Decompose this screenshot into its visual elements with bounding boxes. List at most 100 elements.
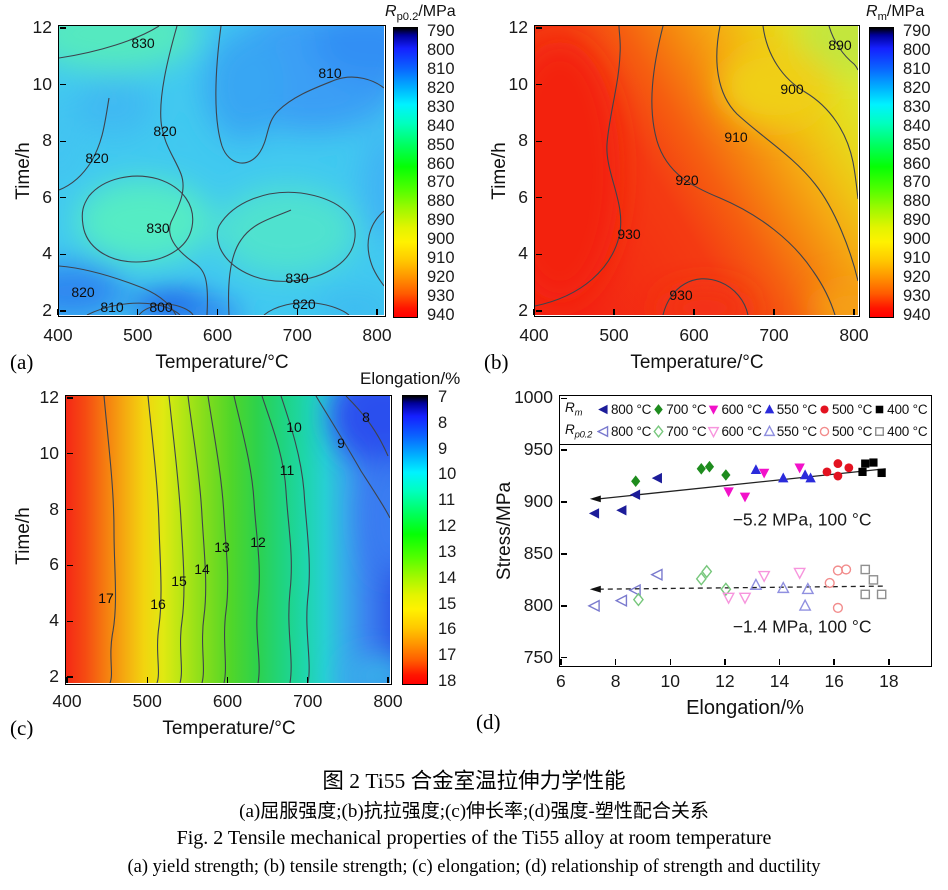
contour-label: 930 xyxy=(617,226,641,242)
contour-label: 16 xyxy=(150,596,166,612)
data-point-marker xyxy=(798,598,812,611)
y-tick-mark xyxy=(66,564,73,567)
y-tick-mark xyxy=(535,27,542,29)
colorbar-tick-label: 940 xyxy=(903,305,931,324)
data-point-marker xyxy=(739,492,751,503)
data-point-marker xyxy=(588,508,600,519)
legend-item: 800 °C xyxy=(597,402,651,417)
x-tick-label: 800 xyxy=(373,691,403,711)
colorbar-c xyxy=(402,395,428,685)
data-point-marker xyxy=(858,467,867,476)
colorbar-tick-label: 12 xyxy=(438,517,457,536)
legend-item-label: 800 °C xyxy=(611,402,652,417)
data-point-marker xyxy=(801,582,815,595)
contour-label: 810 xyxy=(318,65,342,81)
x-tick-mark xyxy=(307,677,309,683)
tri-down-marker-icon xyxy=(709,405,719,415)
legend-item: 600 °C xyxy=(707,402,762,417)
y-tick-label: 850 xyxy=(523,542,553,563)
contour-label: 14 xyxy=(194,561,210,577)
panel-label-a: (a) xyxy=(10,350,34,374)
data-point-marker xyxy=(721,469,731,481)
data-point-marker xyxy=(614,594,628,607)
data-point-marker xyxy=(841,564,852,575)
contour-label: 17 xyxy=(98,590,114,606)
colorbar-tick-label: 810 xyxy=(903,59,931,78)
colorbar-tick-label: 13 xyxy=(438,542,457,561)
y-tick-mark xyxy=(66,453,73,455)
y-tick-mark xyxy=(560,397,567,399)
y-tick-label: 4 xyxy=(42,243,52,264)
colorbar-tick-label: 18 xyxy=(438,672,457,691)
trend-line-rp02 xyxy=(598,585,886,590)
data-point-marker xyxy=(598,404,608,415)
contour-label: 820 xyxy=(153,123,177,139)
colorbar-tick-label: 790 xyxy=(903,22,931,40)
y-tick-label: 10 xyxy=(39,442,59,463)
data-point-marker xyxy=(832,565,844,576)
data-point-marker xyxy=(758,468,770,479)
colorbar-tick-label: 9 xyxy=(438,439,448,458)
x-axis-label-c: Temperature/°C xyxy=(162,718,296,739)
x-tick-mark xyxy=(560,659,562,665)
colorbar-tick-label: 850 xyxy=(427,135,455,154)
x-tick-label: 700 xyxy=(293,691,323,711)
x-tick-mark xyxy=(778,659,781,665)
x-tick-label: 600 xyxy=(202,325,233,345)
y-tick-mark xyxy=(66,397,73,399)
data-point-marker xyxy=(632,592,644,607)
legend-item-label: 700 °C xyxy=(666,424,707,439)
x-tick-mark xyxy=(533,309,535,315)
colorbar-tick-label: 920 xyxy=(427,268,455,287)
y-tick-label: 4 xyxy=(518,243,528,264)
data-point-marker xyxy=(631,475,641,488)
x-tick-label: 500 xyxy=(123,325,153,345)
contour-label: 830 xyxy=(146,220,170,236)
x-tick-label: 700 xyxy=(759,325,789,345)
caption-en-subtitle: (a) yield strength; (b) tensile strength… xyxy=(127,857,821,877)
colorbar-b xyxy=(869,27,894,318)
tri-up-marker-icon xyxy=(764,404,774,414)
contour-plot-yield-strength xyxy=(58,25,386,317)
data-point-marker xyxy=(723,487,734,498)
y-tick-mark xyxy=(535,140,542,142)
colorbar-tick-label: 880 xyxy=(427,192,455,211)
legend-item: 550 °C xyxy=(763,402,817,417)
square-marker-icon xyxy=(875,427,885,436)
y-tick-mark xyxy=(535,253,542,256)
x-tick-label: 14 xyxy=(769,671,790,691)
data-point-marker xyxy=(799,469,811,480)
colorbar-title-a-subscript: p0.2 xyxy=(396,11,419,24)
data-point-marker xyxy=(650,568,663,582)
data-point-marker xyxy=(820,405,829,414)
data-point-marker xyxy=(651,472,662,484)
colorbar-title-b-symbol: R xyxy=(866,3,878,20)
data-point-marker xyxy=(860,564,871,575)
colorbar-title-b-subscript: m xyxy=(877,11,887,24)
x-tick-mark xyxy=(614,659,617,665)
legend-row-rm: Rm 800 °C 700 °C 600 °C 550 °C 500 °C 400 °C xyxy=(565,399,928,420)
y-tick-label: 10 xyxy=(508,73,528,94)
x-tick-label: 500 xyxy=(599,325,629,345)
colorbar-tick-label: 15 xyxy=(438,594,457,613)
trend-line-arrowhead xyxy=(589,585,601,593)
y-tick-label: 900 xyxy=(523,491,553,512)
circle-marker-icon xyxy=(820,405,829,414)
colorbar-tick-label: 11 xyxy=(438,491,456,510)
legend-item: 400 °C xyxy=(873,402,928,417)
y-tick-label: 800 xyxy=(523,594,553,615)
x-tick-label: 800 xyxy=(839,325,869,345)
x-tick-mark xyxy=(693,309,695,315)
y-tick-label: 10 xyxy=(32,73,52,94)
x-tick-mark xyxy=(669,659,671,665)
data-point-marker xyxy=(708,426,720,438)
contour-label: 11 xyxy=(279,462,295,478)
contour-field-b xyxy=(535,26,858,315)
data-point-marker xyxy=(860,589,871,600)
trend-annotation: −1.4 MPa, 100 °C xyxy=(733,617,872,637)
y-tick-label: 8 xyxy=(42,130,52,151)
data-point-marker xyxy=(832,602,844,613)
circle-marker-icon xyxy=(819,426,830,437)
colorbar-tick-label: 880 xyxy=(903,192,931,211)
